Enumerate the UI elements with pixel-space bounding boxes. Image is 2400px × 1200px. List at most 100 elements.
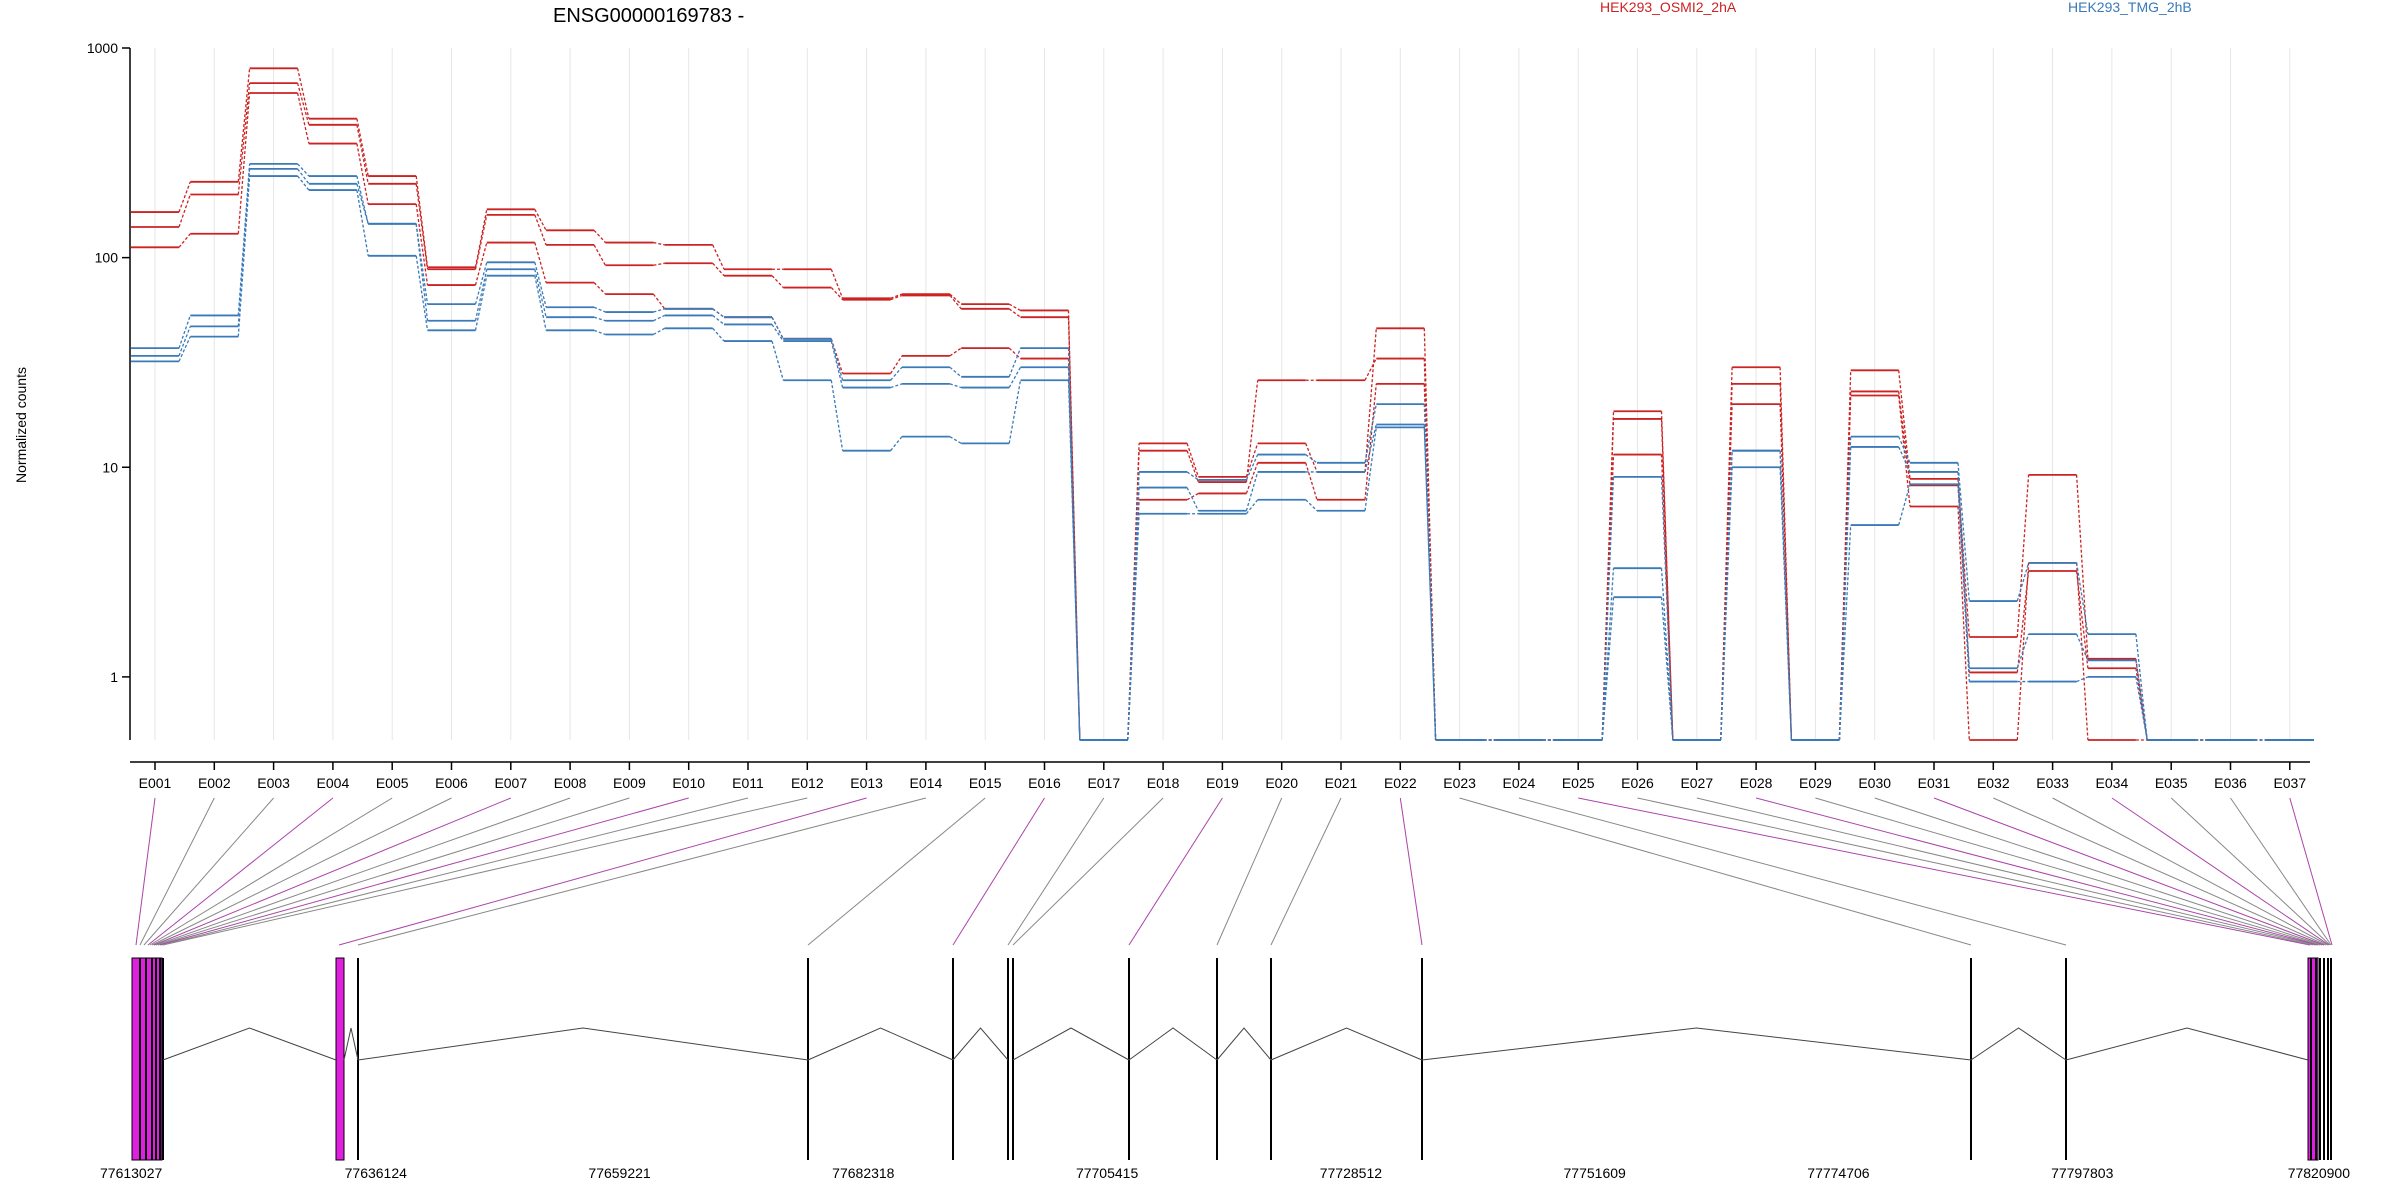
x-tick-label: E008 (554, 775, 587, 791)
y-tick-label: 100 (95, 250, 119, 266)
exon-link-line (1874, 797, 2323, 946)
exon-connector-dash (237, 176, 251, 337)
exon-link-line (143, 797, 274, 946)
exon-connector-dash (178, 326, 191, 357)
series-blue (131, 175, 2314, 741)
exon-link-line (1696, 797, 2317, 946)
exon-connector-dash (1245, 499, 1259, 515)
exon-connector-dash (949, 347, 962, 357)
exon-connector-dash (949, 293, 962, 305)
exon-connector-dash (296, 68, 310, 119)
exon-connector-dash (356, 143, 369, 205)
exon-link-line (161, 797, 749, 946)
exon-connector-dash (356, 124, 369, 184)
exon-connector-dash (712, 262, 725, 277)
exon-connector-dash (1957, 484, 1970, 682)
exon-connector-dash (534, 209, 547, 231)
genomic-coordinate: 77682318 (832, 1165, 895, 1181)
exon-connector-dash (237, 83, 251, 195)
exon-connector-dash (949, 366, 962, 378)
x-tick-label: E021 (1325, 775, 1358, 791)
exon-connector-dash (2016, 633, 2030, 669)
exon-connector-dash (415, 204, 429, 286)
x-tick-label: E035 (2155, 775, 2188, 791)
x-tick-label: E011 (732, 775, 764, 791)
exon-connector-dash (1186, 443, 1200, 478)
exon-connector-dash (474, 262, 488, 305)
exon-connector-dash (890, 383, 903, 389)
x-tick-label: E031 (1918, 775, 1951, 791)
exon-link-line (1216, 797, 1283, 946)
genomic-coordinate: 77613027 (100, 1165, 163, 1181)
exon-connector-dash (830, 380, 844, 451)
x-tick-label: E028 (1740, 775, 1773, 791)
exon-connector-dash (1423, 427, 1437, 741)
exon-connector-dash (415, 175, 429, 268)
exon-connector-dash (593, 306, 606, 313)
exon-link-line (1012, 797, 1164, 946)
exon-link-line (1128, 797, 1223, 946)
exon-connector-dash (1957, 462, 1970, 602)
exon-connector-dash (1601, 411, 1615, 741)
exon-connector-dash (830, 287, 844, 301)
exon-connector-dash (593, 282, 606, 295)
exon-connector-dash (1601, 568, 1615, 741)
x-tick-label: E002 (198, 775, 231, 791)
exon-connector-dash (1838, 446, 1852, 741)
exon-connector-dash (1898, 370, 1911, 479)
exon-connector-dash (2135, 634, 2148, 741)
x-tick-label: E025 (1562, 775, 1595, 791)
exon-link-line (151, 797, 452, 946)
exon-link-line (157, 797, 630, 946)
exon-connector-dash (1305, 462, 1318, 500)
exon-connector-dash (2016, 562, 2030, 741)
exon-connector-dash (1957, 471, 1970, 669)
legend-label-tmg: HEK293_TMG_2hB (2068, 0, 2192, 15)
exon-link-line (1815, 797, 2321, 946)
exon-connector-dash (356, 118, 369, 177)
x-tick-label: E010 (672, 775, 705, 791)
genomic-coordinate: 77797803 (2051, 1165, 2114, 1181)
intron-line (1128, 1027, 1218, 1061)
exon-connector-dash (474, 269, 488, 321)
x-tick-label: E022 (1384, 775, 1417, 791)
exon-connector-dash (237, 168, 251, 327)
exon-connector-dash (1186, 487, 1199, 512)
exon-connector-dash (1186, 492, 1199, 501)
exon-link-line (1007, 797, 1105, 946)
exon-connector-dash (1601, 597, 1615, 741)
x-tick-label: E030 (1858, 775, 1891, 791)
series-lines (131, 67, 2314, 741)
exon-connector-dash (296, 92, 310, 144)
legend-label-osmi2: HEK293_OSMI2_2hA (1600, 0, 1737, 15)
exon-connector-dash (653, 241, 665, 246)
exon-connector-dash (2135, 658, 2148, 741)
x-tick-label: E014 (910, 775, 943, 791)
exon-link-line (147, 797, 334, 946)
exon-connector-dash (1305, 499, 1318, 512)
exon-connector-dash (830, 338, 844, 381)
x-tick-label: E024 (1503, 775, 1536, 791)
exon-link-line (135, 797, 156, 946)
exon-connector-dash (1245, 462, 1259, 494)
intron-line (1216, 1027, 1272, 1061)
exon-connector-dash (593, 329, 606, 336)
exon-connector-dash (593, 316, 606, 322)
exon-connector-dash (1127, 513, 1140, 741)
exon-connector-dash (1364, 358, 1377, 381)
exon-link-line (2170, 797, 2331, 946)
exon-connector-dash (1305, 454, 1318, 464)
exon-link-line (155, 797, 571, 946)
exon-link-line (1518, 797, 2067, 946)
intron-line (952, 1027, 1009, 1061)
exon-link-line (357, 797, 927, 946)
exon-connector-dash (297, 175, 310, 191)
exon-connector-dash (1186, 450, 1200, 483)
exon-connector-dash (178, 315, 191, 349)
exon-connector-dash (1957, 478, 1970, 638)
exon-connector-dash (1364, 424, 1377, 473)
exon-connector-dash (1008, 380, 1022, 444)
exon-connector-dash (1305, 443, 1318, 473)
exon-connector-dash (2075, 474, 2089, 659)
exon-connector-dash (1898, 391, 1911, 486)
